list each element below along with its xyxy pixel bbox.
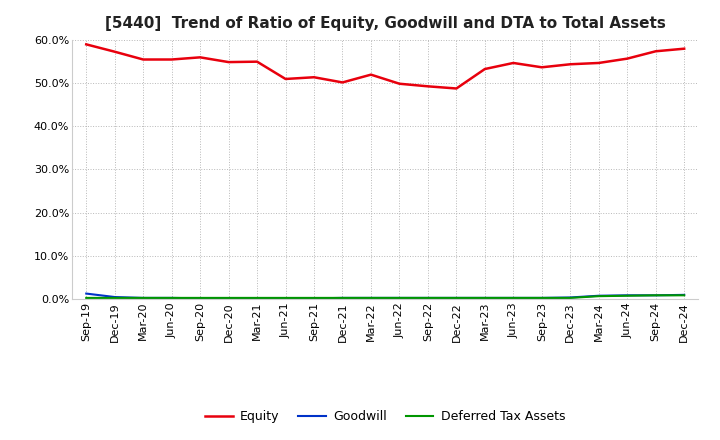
Deferred Tax Assets: [423, 295, 432, 301]
Goodwill: [366, 295, 375, 301]
Equity: [395, 81, 404, 86]
Line: Equity: Equity: [86, 44, 684, 88]
Deferred Tax Assets: [139, 295, 148, 301]
Deferred Tax Assets: [110, 295, 119, 301]
Deferred Tax Assets: [310, 295, 318, 301]
Goodwill: [509, 295, 518, 301]
Deferred Tax Assets: [509, 295, 518, 301]
Goodwill: [566, 295, 575, 300]
Equity: [196, 55, 204, 60]
Goodwill: [623, 293, 631, 298]
Goodwill: [595, 293, 603, 298]
Deferred Tax Assets: [623, 293, 631, 298]
Deferred Tax Assets: [225, 295, 233, 301]
Equity: [537, 65, 546, 70]
Line: Goodwill: Goodwill: [86, 293, 684, 298]
Goodwill: [680, 292, 688, 297]
Equity: [452, 86, 461, 91]
Equity: [139, 57, 148, 62]
Equity: [566, 62, 575, 67]
Equity: [338, 80, 347, 85]
Goodwill: [110, 294, 119, 300]
Deferred Tax Assets: [82, 295, 91, 301]
Equity: [680, 46, 688, 51]
Equity: [282, 76, 290, 81]
Goodwill: [253, 296, 261, 301]
Goodwill: [225, 296, 233, 301]
Deferred Tax Assets: [566, 295, 575, 301]
Deferred Tax Assets: [595, 293, 603, 299]
Legend: Equity, Goodwill, Deferred Tax Assets: Equity, Goodwill, Deferred Tax Assets: [200, 405, 570, 428]
Deferred Tax Assets: [452, 295, 461, 301]
Equity: [480, 66, 489, 72]
Equity: [110, 49, 119, 55]
Goodwill: [537, 295, 546, 301]
Equity: [623, 56, 631, 61]
Goodwill: [395, 295, 404, 301]
Title: [5440]  Trend of Ratio of Equity, Goodwill and DTA to Total Assets: [5440] Trend of Ratio of Equity, Goodwil…: [105, 16, 665, 32]
Equity: [509, 60, 518, 66]
Goodwill: [480, 295, 489, 301]
Goodwill: [196, 296, 204, 301]
Deferred Tax Assets: [282, 295, 290, 301]
Goodwill: [652, 293, 660, 298]
Equity: [253, 59, 261, 64]
Deferred Tax Assets: [652, 293, 660, 298]
Goodwill: [338, 295, 347, 301]
Deferred Tax Assets: [196, 295, 204, 301]
Deferred Tax Assets: [537, 295, 546, 301]
Goodwill: [139, 295, 148, 301]
Goodwill: [282, 296, 290, 301]
Line: Deferred Tax Assets: Deferred Tax Assets: [86, 295, 684, 298]
Goodwill: [423, 295, 432, 301]
Deferred Tax Assets: [338, 295, 347, 301]
Deferred Tax Assets: [680, 293, 688, 298]
Equity: [423, 84, 432, 89]
Deferred Tax Assets: [395, 295, 404, 301]
Goodwill: [167, 295, 176, 301]
Equity: [652, 49, 660, 54]
Goodwill: [310, 296, 318, 301]
Goodwill: [452, 295, 461, 301]
Equity: [167, 57, 176, 62]
Deferred Tax Assets: [253, 295, 261, 301]
Equity: [310, 75, 318, 80]
Goodwill: [82, 291, 91, 296]
Deferred Tax Assets: [480, 295, 489, 301]
Deferred Tax Assets: [366, 295, 375, 301]
Equity: [595, 60, 603, 66]
Equity: [82, 42, 91, 47]
Equity: [366, 72, 375, 77]
Equity: [225, 59, 233, 65]
Deferred Tax Assets: [167, 295, 176, 301]
